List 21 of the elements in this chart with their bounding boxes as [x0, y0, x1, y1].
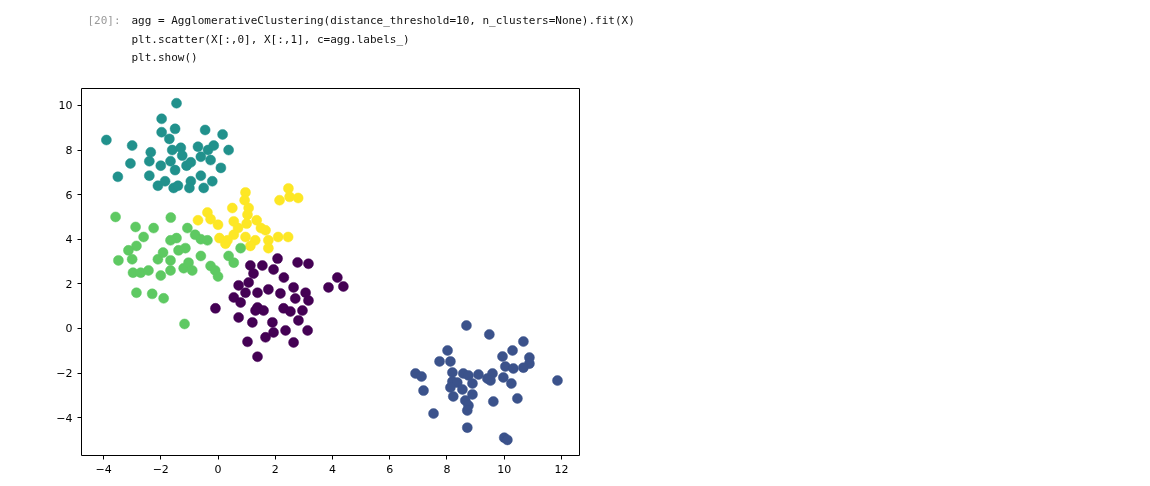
x-tick-label: −2	[152, 462, 169, 476]
x-tick-label: 2	[271, 462, 279, 476]
x-tick-label: 12	[554, 462, 569, 476]
y-tick-label: −2	[56, 367, 73, 380]
text: agg = AgglomerativeClustering(distance_threshold=10, n_clusters=None).fit(X)	[131, 14, 635, 27]
text: plt.show()	[131, 51, 198, 64]
y-tick-label: −4	[56, 411, 73, 425]
text: [20]:	[87, 14, 121, 27]
y-tick-label: 6	[65, 188, 73, 202]
x-tick-label: −4	[95, 462, 112, 476]
x-tick-label: 0	[214, 462, 222, 476]
y-tick-label: 10	[58, 99, 73, 113]
x-tick-label: 4	[329, 462, 336, 476]
y-tick-label: 2	[65, 277, 73, 291]
y-tick-label: 4	[65, 233, 73, 247]
y-tick-label: 0	[65, 322, 73, 336]
text: plt.scatter(X[:,0], X[:,1], c=agg.labels_)	[131, 32, 410, 46]
x-tick-label: 10	[497, 462, 512, 476]
y-tick-label: 8	[65, 144, 73, 158]
x-tick-label: 6	[386, 462, 394, 476]
x-tick-label: 8	[443, 462, 451, 476]
